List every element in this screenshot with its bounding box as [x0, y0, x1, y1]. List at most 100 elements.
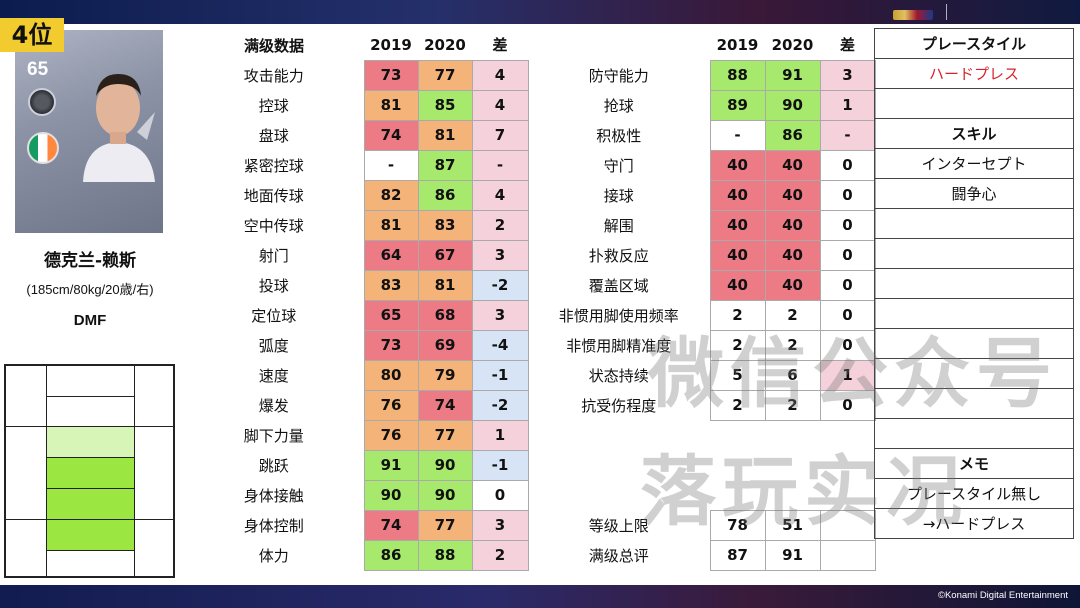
value-diff: 0 [819, 179, 876, 211]
pitch-cell [5, 365, 47, 427]
value-diff: -2 [471, 389, 529, 421]
stat-label: 爆发 [258, 396, 289, 415]
pitch-cell [134, 426, 174, 520]
table-row: 抢球 89 90 1 [528, 89, 876, 121]
value-diff: 3 [471, 239, 529, 271]
stat-label: 攻击能力 [243, 66, 304, 85]
value-2019: 87 [709, 539, 766, 571]
stat-label: 接球 [603, 186, 634, 205]
value-2020: 68 [417, 299, 473, 331]
value-2020: 40 [764, 269, 821, 301]
table-row: 身体控制 74 77 3 [184, 509, 529, 541]
value-diff: 0 [819, 389, 876, 421]
value-diff: 0 [819, 329, 876, 361]
value-2020: 2 [764, 329, 821, 361]
table-row: 脚下力量 76 77 1 [184, 419, 529, 451]
value-diff: -1 [471, 449, 529, 481]
table-row: 体力 86 88 2 [184, 539, 529, 571]
table-row: 状态持续 5 6 1 [528, 359, 876, 391]
col-header-stat: 满级数据 [243, 36, 304, 55]
value-2019: 40 [709, 149, 766, 181]
value-diff: 7 [471, 119, 529, 151]
value-2019 [710, 480, 765, 510]
value-2019: 40 [709, 179, 766, 211]
value-2019: 78 [709, 509, 766, 541]
blank-cell [874, 388, 1074, 419]
player-name: 德克兰-赖斯 [43, 251, 137, 271]
skill-item: インターセプト [874, 148, 1074, 179]
stat-label: 身体接触 [243, 486, 304, 505]
col-header-stat [528, 30, 710, 60]
value-diff: 1 [471, 419, 529, 451]
value-2019: 40 [709, 209, 766, 241]
value-diff: -2 [471, 269, 529, 301]
value-2020: 85 [417, 89, 473, 121]
value-2020: 91 [764, 539, 821, 571]
pitch-cell [5, 426, 47, 520]
memo-header: メモ [874, 448, 1074, 479]
value-2020: 90 [417, 479, 473, 511]
value-2020: 77 [417, 59, 473, 91]
value-diff: 0 [819, 299, 876, 331]
value-2020: 77 [417, 419, 473, 451]
value-2020: 67 [417, 239, 473, 271]
value-2019: 80 [363, 359, 419, 391]
table-row: 弧度 73 69 -4 [184, 329, 529, 361]
value-2019: 2 [709, 329, 766, 361]
value-diff: 2 [471, 209, 529, 241]
attack-stats-table: 满级数据 2019 2020 差 攻击能力 73 77 4 控球 81 85 4 盘球 74 81 7… [184, 30, 529, 571]
value-diff: 4 [471, 59, 529, 91]
pitch-cell-secondary [46, 426, 135, 458]
value-diff [820, 420, 875, 450]
stat-label: 等级上限 [588, 516, 649, 535]
ireland-flag-icon [27, 132, 59, 164]
pitch-cell [5, 519, 47, 577]
value-2020: 40 [764, 239, 821, 271]
value-2019: 73 [363, 59, 419, 91]
value-2019: 76 [363, 419, 419, 451]
stat-label: 控球 [258, 96, 289, 115]
value-2020: 40 [764, 209, 821, 241]
value-2020: 90 [764, 89, 821, 121]
table-row: 投球 83 81 -2 [184, 269, 529, 301]
table-row [528, 450, 875, 480]
blank-cell [874, 298, 1074, 329]
memo-line: プレースタイル無し [874, 478, 1074, 509]
table-row [528, 480, 875, 510]
skill-header: スキル [874, 118, 1074, 149]
table-row: 空中传球 81 83 2 [184, 209, 529, 241]
stat-label: 盘球 [258, 126, 289, 145]
value-2020: 90 [417, 449, 473, 481]
table-row: 射门 64 67 3 [184, 239, 529, 271]
value-2019: 2 [709, 299, 766, 331]
stat-label: 非惯用脚使用频率 [558, 306, 679, 325]
value-2020: 77 [417, 509, 473, 541]
value-2019: 89 [709, 89, 766, 121]
value-2019: 73 [363, 329, 419, 361]
value-diff [820, 480, 875, 510]
stat-label: 抢球 [603, 96, 634, 115]
stat-label: 解围 [603, 216, 634, 235]
value-2020: 81 [417, 119, 473, 151]
stat-label: 状态持续 [588, 366, 649, 385]
value-diff: 4 [471, 89, 529, 121]
blank-cell [874, 418, 1074, 449]
table-row: 攻击能力 73 77 4 [184, 59, 529, 91]
position-pitch [4, 364, 175, 578]
value-diff: 3 [471, 299, 529, 331]
stat-label: 覆盖区域 [588, 276, 649, 295]
table-row: 覆盖区域 40 40 0 [528, 269, 876, 301]
value-2020: 81 [417, 269, 473, 301]
table-row: 抗受伤程度 2 2 0 [528, 389, 876, 421]
pitch-cell [46, 365, 135, 397]
value-2019: 76 [363, 389, 419, 421]
value-2020: 2 [764, 299, 821, 331]
stat-label: 抗受伤程度 [581, 396, 657, 415]
value-2020: 79 [417, 359, 473, 391]
col-header-2020: 2020 [771, 35, 814, 54]
value-2019: 90 [363, 479, 419, 511]
stat-label: 积极性 [596, 126, 642, 145]
playstyle-panel: プレースタイル ハードプレス スキル インターセプト 闘争心 メモ プレースタイ… [874, 28, 1074, 539]
value-diff: 1 [819, 89, 876, 121]
overall-rating: 65 [27, 59, 49, 80]
